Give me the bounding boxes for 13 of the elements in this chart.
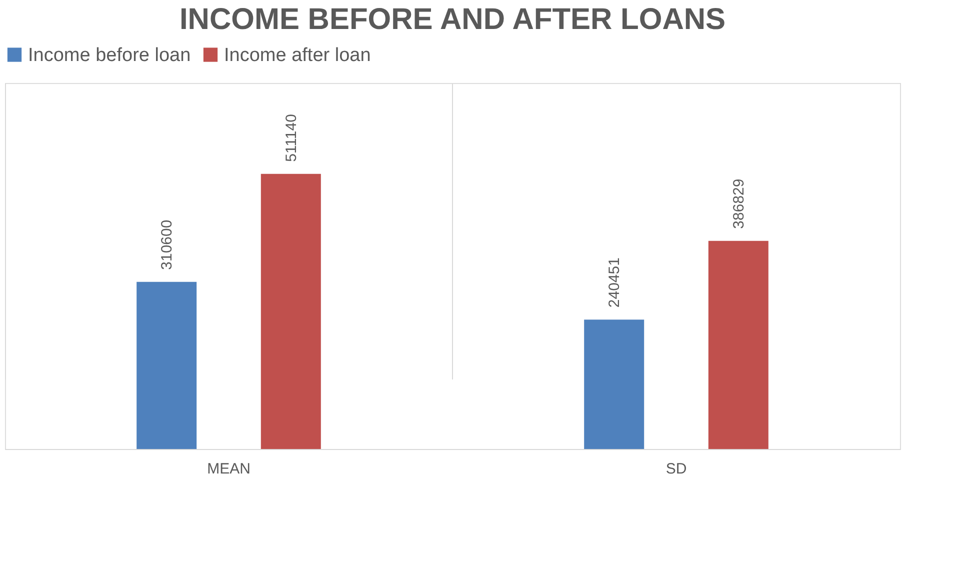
bar xyxy=(584,320,644,449)
x-tick-label: SD xyxy=(666,460,687,478)
data-label: 511140 xyxy=(282,114,300,162)
chart-title: INCOME BEFORE AND AFTER LOANS xyxy=(179,3,726,36)
legend-label: Income after loan xyxy=(224,44,371,66)
bar xyxy=(260,174,321,449)
data-label: 310600 xyxy=(158,220,176,270)
data-label: 386829 xyxy=(730,178,748,229)
x-tick-label: MEAN xyxy=(207,460,250,478)
bar xyxy=(136,282,197,449)
data-label: 240451 xyxy=(606,258,624,308)
legend-label: Income before loan xyxy=(28,44,191,66)
bar xyxy=(708,240,768,449)
